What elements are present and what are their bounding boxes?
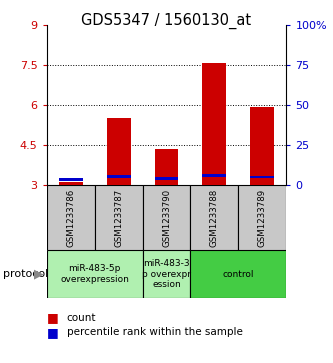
Text: ■: ■ xyxy=(47,311,58,324)
Text: GSM1233788: GSM1233788 xyxy=(210,189,219,247)
Text: ■: ■ xyxy=(47,326,58,339)
Bar xyxy=(95,185,143,250)
Bar xyxy=(155,149,178,185)
Bar xyxy=(155,177,178,180)
Bar xyxy=(107,118,131,185)
Text: protocol: protocol xyxy=(3,269,49,279)
Bar xyxy=(202,63,226,185)
Bar xyxy=(190,185,238,250)
Bar xyxy=(143,185,190,250)
Text: miR-483-3
p overexpr
ession: miR-483-3 p overexpr ession xyxy=(142,259,191,289)
Text: count: count xyxy=(67,313,96,323)
Text: GSM1233787: GSM1233787 xyxy=(114,189,123,247)
Text: control: control xyxy=(223,270,254,278)
Bar xyxy=(190,250,286,298)
Text: GSM1233789: GSM1233789 xyxy=(258,189,267,247)
Text: GSM1233790: GSM1233790 xyxy=(162,189,171,247)
Bar xyxy=(59,182,83,185)
Text: ▶: ▶ xyxy=(34,268,43,281)
Bar xyxy=(47,185,95,250)
Bar xyxy=(143,250,190,298)
Bar xyxy=(47,250,143,298)
Bar xyxy=(59,178,83,181)
Bar xyxy=(250,176,274,179)
Text: GDS5347 / 1560130_at: GDS5347 / 1560130_at xyxy=(82,13,251,29)
Bar xyxy=(238,185,286,250)
Bar xyxy=(202,175,226,177)
Bar xyxy=(250,107,274,185)
Text: percentile rank within the sample: percentile rank within the sample xyxy=(67,327,242,337)
Text: miR-483-5p
overexpression: miR-483-5p overexpression xyxy=(60,264,129,284)
Bar xyxy=(107,175,131,178)
Text: GSM1233786: GSM1233786 xyxy=(66,189,75,247)
